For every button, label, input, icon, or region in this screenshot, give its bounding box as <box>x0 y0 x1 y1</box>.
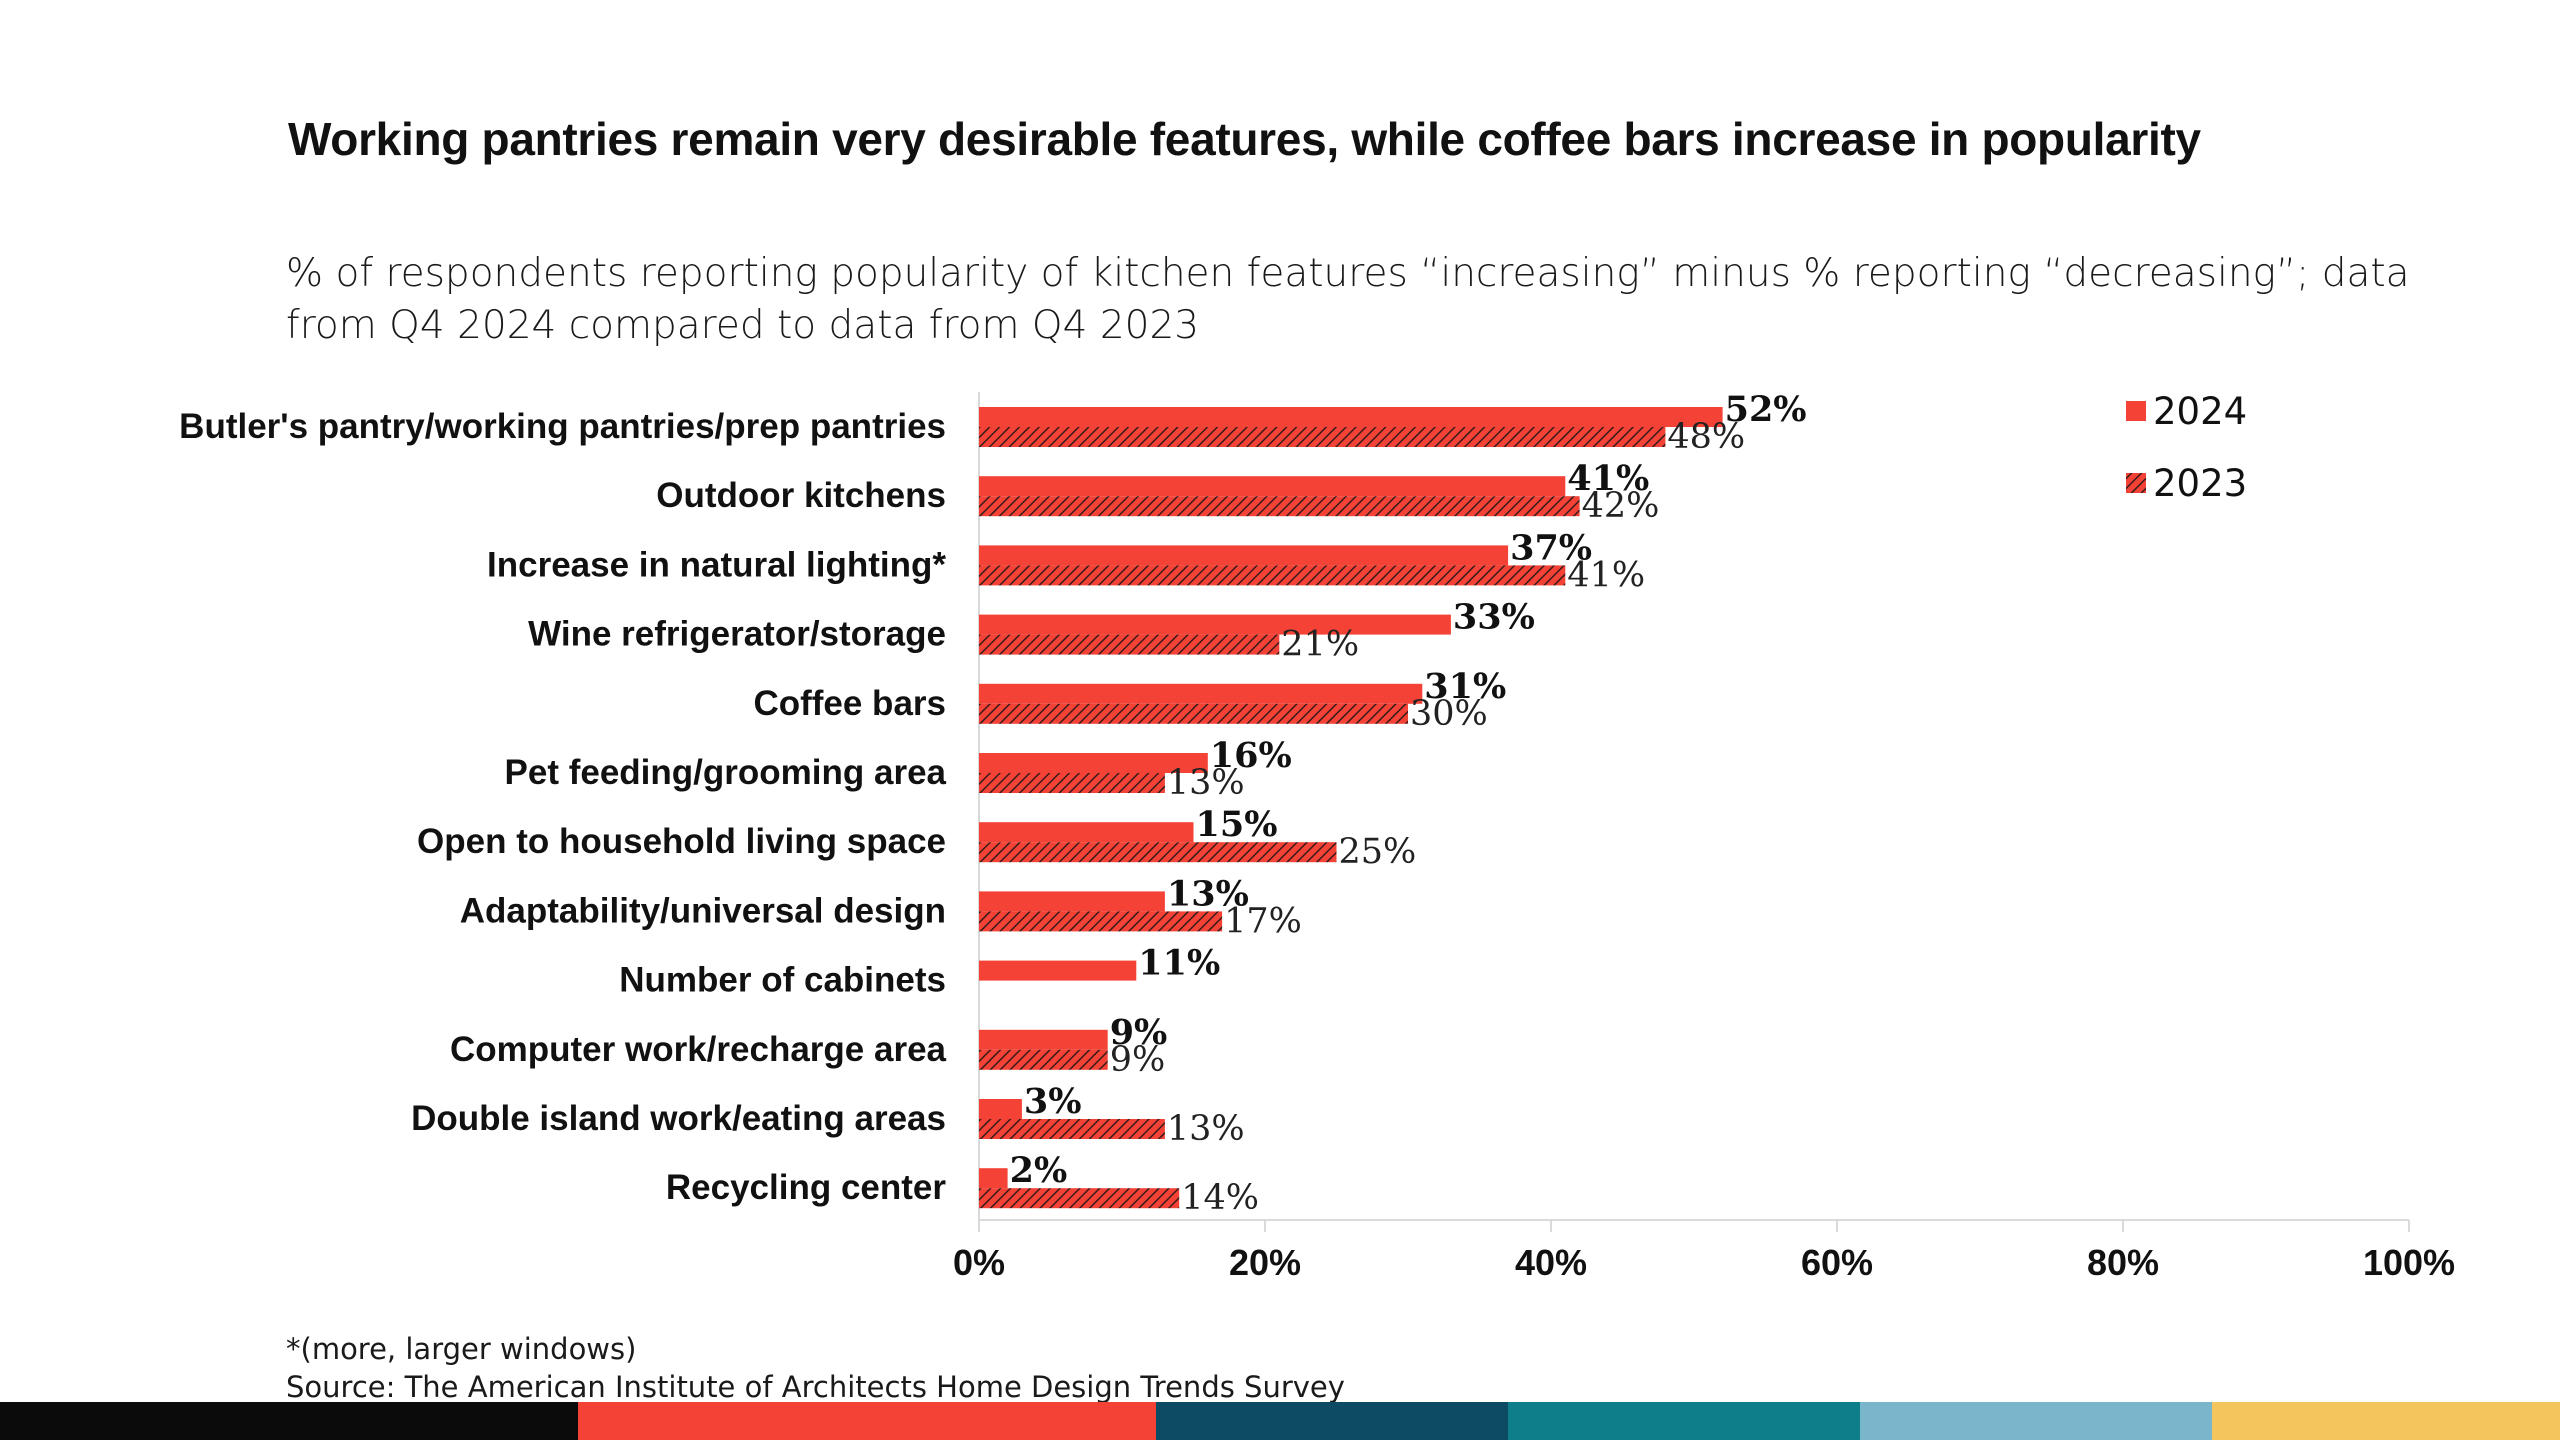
footer-color-segment <box>0 1402 578 1440</box>
data-label-2023: 17% <box>1224 901 1302 941</box>
data-label-2023: 9% <box>1110 1040 1166 1080</box>
bar-2023 <box>979 773 1165 793</box>
bar-2023 <box>979 703 1408 724</box>
chart-subtitle: % of respondents reporting popularity of… <box>286 251 2410 348</box>
bar-2024 <box>979 960 1137 981</box>
bar-2024 <box>979 891 1165 912</box>
bar-2024 <box>979 407 1723 427</box>
category-label: Open to household living space <box>417 822 946 861</box>
data-label-2024: 9% <box>1110 1012 1168 1053</box>
x-tick-label: 40% <box>1515 1242 1587 1283</box>
data-label-2023: 41% <box>1567 555 1645 595</box>
data-label-2024: 37% <box>1510 527 1592 568</box>
bar-2024 <box>979 614 1451 635</box>
chart-title: Working pantries remain very desirable f… <box>288 113 2201 165</box>
data-label-2024: 13% <box>1167 873 1249 914</box>
bar-2023 <box>979 842 1337 863</box>
footnote: *(more, larger windows) <box>286 1332 637 1366</box>
bar-2024 <box>979 683 1423 704</box>
data-label-2024: 16% <box>1210 735 1292 776</box>
data-label-2024: 15% <box>1196 804 1278 845</box>
footer-color-segment <box>578 1402 1156 1440</box>
footnote-block: *(more, larger windows) Source: The Amer… <box>286 1330 1345 1406</box>
category-label: Wine refrigerator/storage <box>528 615 946 654</box>
bar-2024 <box>979 753 1208 773</box>
bar-2023 <box>979 496 1580 517</box>
x-tick-label: 80% <box>2087 1242 2159 1283</box>
data-label-2023: 13% <box>1167 1109 1245 1149</box>
legend-label-2023: 2023 <box>2153 462 2247 505</box>
data-label-2023: 30% <box>1410 694 1488 734</box>
source-note: Source: The American Institute of Archit… <box>286 1370 1345 1404</box>
footer-color-segment <box>1860 1402 2212 1440</box>
bar-2023 <box>979 911 1223 932</box>
legend-label-2024: 2024 <box>2153 390 2247 433</box>
bar-2024 <box>979 476 1566 497</box>
data-label-2023: 42% <box>1582 486 1660 526</box>
x-tick-label: 60% <box>1801 1242 1873 1283</box>
bar-2024 <box>979 1099 1022 1119</box>
footer-color-bar <box>0 1402 2560 1440</box>
bar-2023 <box>979 565 1566 586</box>
bars-layer <box>979 407 1723 1209</box>
legend-swatch-2023 <box>2126 473 2146 493</box>
data-label-2024: 11% <box>1138 943 1220 984</box>
data-label-2024: 2% <box>1010 1150 1068 1191</box>
footer-color-segment <box>1156 1402 1508 1440</box>
category-label: Computer work/recharge area <box>450 1030 947 1069</box>
bar-2023 <box>979 1119 1165 1139</box>
bar-2024 <box>979 545 1509 566</box>
labels-layer: Butler's pantry/working pantries/prep pa… <box>179 389 1806 1218</box>
data-label-2024: 33% <box>1453 597 1535 638</box>
category-label: Butler's pantry/working pantries/prep pa… <box>179 407 946 446</box>
data-label-2024: 3% <box>1024 1081 1082 1122</box>
footer-color-segment <box>1508 1402 1860 1440</box>
bar-2023 <box>979 634 1280 655</box>
data-label-2024: 52% <box>1725 389 1807 430</box>
footer-color-segment <box>2212 1402 2560 1440</box>
bar-2023 <box>979 1188 1180 1209</box>
bar-2023 <box>979 1049 1108 1070</box>
category-label: Number of cabinets <box>619 961 946 1000</box>
category-label: Outdoor kitchens <box>656 476 946 515</box>
category-label: Increase in natural lighting* <box>487 545 946 584</box>
category-label: Double island work/eating areas <box>411 1099 946 1138</box>
x-tick-label: 100% <box>2363 1242 2455 1283</box>
category-label: Adaptability/universal design <box>460 891 946 930</box>
data-label-2023: 25% <box>1339 832 1417 872</box>
legend: 2024 2023 <box>2126 390 2247 505</box>
bar-2024 <box>979 1168 1008 1189</box>
data-label-2023: 21% <box>1281 625 1359 665</box>
data-label-2024: 41% <box>1567 458 1649 499</box>
axis-layer: 0% 20% 40% 60% 80% 100% <box>953 392 2455 1283</box>
bar-2024 <box>979 1029 1108 1050</box>
data-label-2024: 31% <box>1424 666 1506 707</box>
bar-2024 <box>979 822 1194 843</box>
bar-chart: 0% 20% 40% 60% 80% 100% Butler's pantry/worki… <box>179 389 2455 1283</box>
category-label: Recycling center <box>666 1168 946 1207</box>
x-tick-label: 20% <box>1229 1242 1301 1283</box>
data-label-2023: 13% <box>1167 763 1245 803</box>
data-label-2023: 48% <box>1667 417 1745 457</box>
x-tick-label: 0% <box>953 1242 1005 1283</box>
category-label: Pet feeding/grooming area <box>505 753 947 792</box>
data-label-2023: 14% <box>1181 1178 1259 1218</box>
category-label: Coffee bars <box>753 684 946 723</box>
legend-swatch-2024 <box>2126 401 2146 421</box>
bar-2023 <box>979 427 1666 447</box>
